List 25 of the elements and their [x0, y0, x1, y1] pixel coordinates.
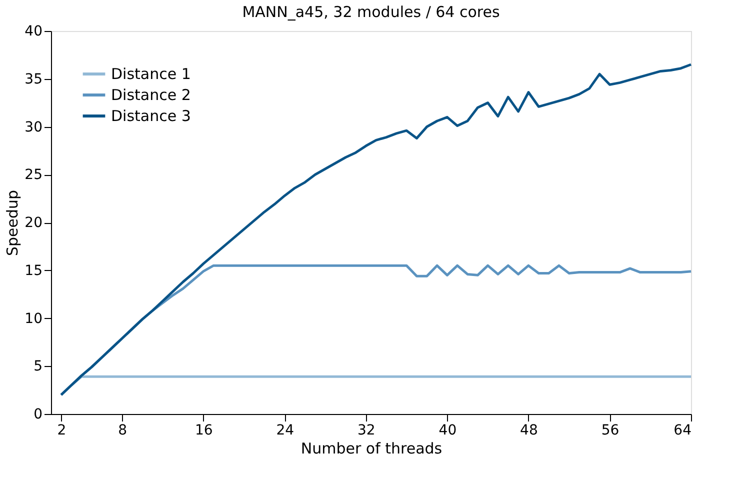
- y-tick-label: 25: [24, 167, 42, 184]
- y-tick-label: 20: [24, 215, 42, 231]
- x-tick-label: 56: [601, 422, 620, 438]
- y-tick-label: 10: [24, 310, 42, 327]
- y-tick-label: 30: [24, 119, 42, 136]
- x-tick-label: 16: [194, 422, 213, 438]
- x-tick-label: 8: [118, 422, 128, 438]
- y-axis-title: Speedup: [4, 190, 22, 256]
- y-tick-label: 15: [24, 262, 42, 279]
- x-tick-label: 64: [674, 422, 692, 438]
- x-tick-label: 48: [520, 422, 538, 438]
- y-tick-label: 35: [24, 71, 42, 88]
- line-series: [60, 63, 692, 396]
- legend-label: Distance 3: [111, 107, 191, 125]
- x-tick-label: 24: [276, 422, 294, 438]
- x-tick-label: 40: [438, 422, 457, 438]
- y-tick-label: 40: [24, 24, 42, 40]
- y-tick-label: 0: [34, 406, 42, 422]
- x-axis-title: Number of threads: [300, 440, 442, 458]
- chart-title: MANN_a45, 32 modules / 64 cores: [242, 3, 500, 21]
- legend-label: Distance 2: [111, 86, 191, 104]
- y-tick-label: 5: [34, 358, 42, 375]
- legend-label: Distance 1: [111, 65, 191, 83]
- x-tick-label: 32: [358, 422, 376, 438]
- x-tick-label: 2: [57, 422, 66, 438]
